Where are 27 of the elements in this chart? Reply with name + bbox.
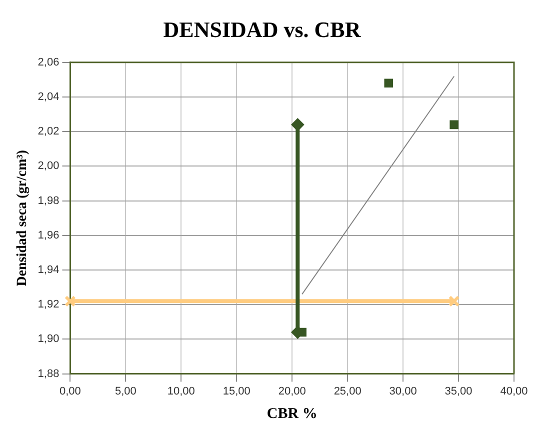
x-tick-label: 5,00 [114, 385, 136, 398]
x-axis-title: CBR % [266, 406, 318, 422]
y-tick-label: 2,04 [38, 91, 60, 104]
x-tick-label: 10,00 [167, 385, 195, 398]
y-tick-label: 1,88 [38, 368, 60, 380]
x-tick-label: 15,00 [222, 385, 250, 398]
x-tick-label: 35,00 [444, 385, 472, 398]
x-tick-label: 40,00 [500, 385, 528, 398]
y-tick-label: 1,96 [38, 229, 60, 242]
y-tick-label: 1,92 [38, 298, 60, 311]
x-tick-label: 25,00 [334, 385, 362, 398]
point [64, 295, 76, 307]
x-tick-label: 20,00 [278, 385, 306, 398]
y-tick-label: 2,00 [38, 160, 60, 172]
point [291, 118, 304, 132]
point [448, 295, 460, 307]
y-tick-label: 1,94 [38, 264, 60, 276]
y-axis-title: Densidad seca (gr/cm³) [15, 150, 30, 286]
x-tick-label: 30,00 [389, 385, 417, 398]
chart-title: DENSIDAD vs. CBR [163, 16, 362, 42]
point [450, 120, 458, 130]
y-tick-label: 1,90 [38, 333, 60, 346]
y-tick-label: 1,98 [38, 194, 60, 207]
y-tick-label: 2,02 [38, 126, 60, 138]
point [384, 78, 394, 88]
y-tick-label: 2,06 [38, 56, 60, 68]
x-tick-label: 0,00 [60, 385, 81, 398]
